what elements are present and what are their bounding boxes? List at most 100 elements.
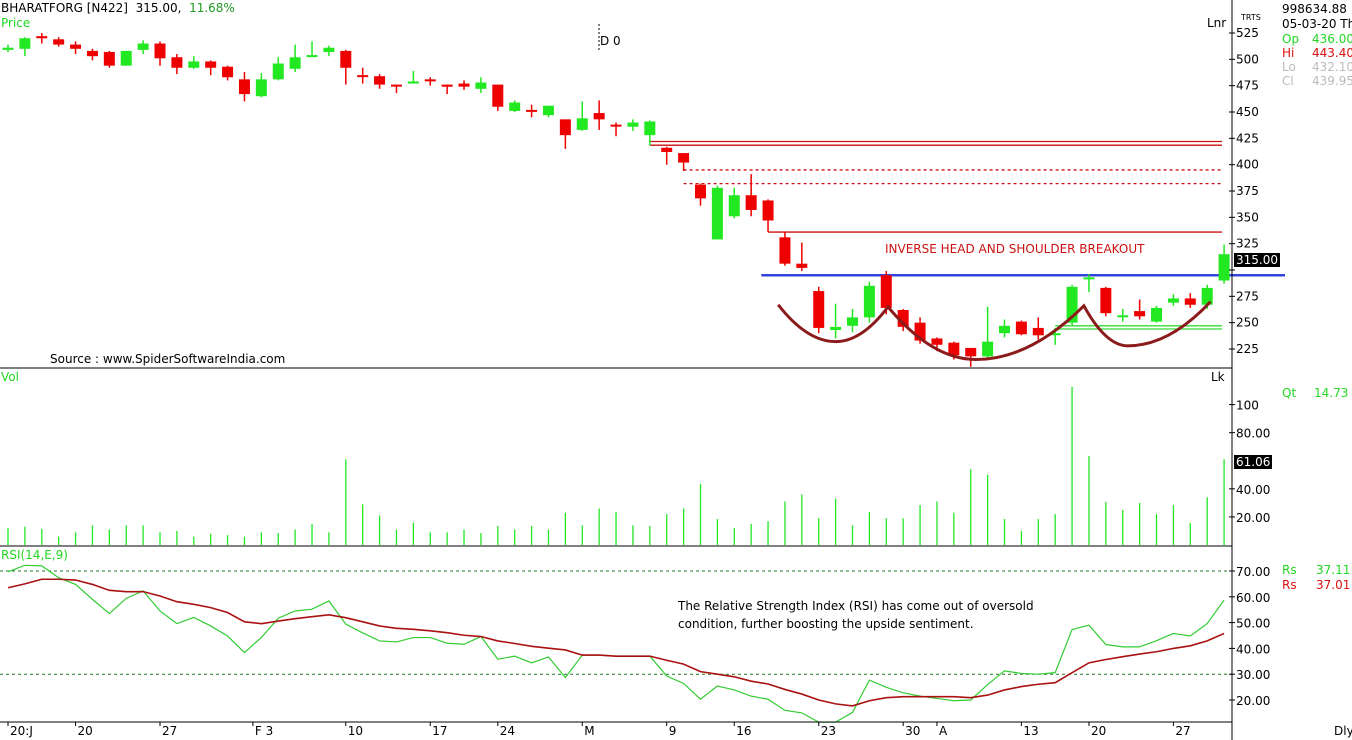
price-tick-label: 425 (1236, 131, 1259, 145)
date-tick-label: 20 (78, 724, 93, 738)
candle-body (120, 50, 132, 66)
last-price: 315.00, (135, 1, 182, 15)
date-tick-label: 27 (1175, 724, 1190, 738)
date-tick-label: 10 (348, 724, 363, 738)
price-tick-label: 225 (1236, 342, 1259, 356)
candle-body (1049, 333, 1061, 336)
candle-body (103, 51, 115, 66)
close-label: Cl (1282, 74, 1294, 88)
candle-body (509, 102, 521, 111)
rsi-pane (0, 564, 1232, 723)
candle-body (1083, 277, 1095, 280)
candle-body (593, 113, 605, 120)
candle-body (36, 36, 48, 39)
scale-mode[interactable]: Lnr (1207, 16, 1227, 30)
candle-body (407, 81, 419, 84)
candle-body (847, 317, 858, 326)
candle-body (441, 84, 453, 87)
candle-body (897, 310, 909, 327)
candle-body (357, 75, 369, 78)
candle-body (678, 153, 690, 163)
candle-body (1015, 321, 1027, 335)
price-tick-label: 325 (1236, 237, 1259, 251)
candle-body (644, 121, 656, 136)
candle-body (880, 275, 892, 308)
candle-body (948, 342, 960, 356)
source-text: Source : www.SpiderSoftwareIndia.com (50, 352, 286, 366)
info-date: 05-03-20 Th (1282, 17, 1352, 31)
candle-body (559, 119, 571, 136)
candle-body (1201, 287, 1213, 305)
volume-pane-label: Vol (1, 370, 19, 384)
date-tick-label: 30 (905, 724, 920, 738)
candle-body (931, 338, 943, 345)
price-tick-label: 475 (1236, 79, 1259, 93)
candle-body (19, 38, 31, 49)
candle-body (171, 57, 183, 68)
candle-body (526, 109, 538, 112)
candle-body (340, 50, 352, 68)
open-label: Op (1282, 32, 1300, 46)
candle-body (745, 195, 757, 210)
rsi-note: The Relative Strength Index (RSI) has co… (678, 599, 1034, 631)
period-label[interactable]: Dly (1334, 724, 1352, 738)
candle-body (306, 55, 318, 58)
high-value: 443.40 (1312, 46, 1352, 60)
candle-body (272, 63, 284, 80)
candle-body (728, 195, 740, 217)
rsi-pane-label: RSI(14,E,9) (1, 548, 68, 562)
date-tick-label: 20:J (10, 724, 33, 738)
low-label: Lo (1282, 60, 1296, 74)
candle-body (475, 82, 487, 89)
qt-label: Qt (1282, 386, 1297, 400)
price-tick-label: 400 (1236, 158, 1259, 172)
rsi-tick-label: 60.00 (1236, 591, 1270, 605)
candle-body (830, 326, 842, 331)
candle-body (205, 61, 217, 68)
rsi-value: 37.11 (1316, 563, 1351, 577)
volume-unit: Lk (1211, 370, 1225, 384)
candle-body (492, 84, 504, 107)
candle-body (779, 237, 791, 264)
axes: 525 500 475 450 425 400 375 350 325 275 250 225 100 8… (0, 0, 1270, 740)
rsi-signal-line (7, 578, 1225, 707)
rsi-tick-label: 50.00 (1236, 617, 1270, 631)
candle-body (627, 122, 639, 127)
candle-body (2, 47, 14, 50)
candle-body (796, 263, 808, 268)
candle-body (661, 147, 673, 153)
candle-body (424, 79, 436, 82)
candle-body (1134, 311, 1146, 317)
signal-value: 37.01 (1316, 578, 1351, 592)
rsi-tick-label: 70.00 (1236, 565, 1270, 579)
price-tick-label: 250 (1236, 316, 1259, 330)
candle-body (1218, 254, 1230, 281)
volume-pane (7, 386, 1225, 545)
candle-body (694, 184, 706, 199)
candle-body (1032, 327, 1044, 336)
candle-body (1100, 287, 1112, 314)
candle-body (762, 200, 774, 221)
date-tick-label: 9 (669, 724, 677, 738)
qt-value: 14.73 (1314, 386, 1349, 400)
volume-last-tag: 61.06 (1234, 455, 1273, 469)
candle-body (711, 187, 723, 240)
price-tick-label: 375 (1236, 184, 1259, 198)
price-pane (2, 33, 1285, 367)
trts-label: TRTS (1241, 13, 1261, 22)
date-tick-label: 20 (1091, 724, 1106, 738)
open-value: 436.00 (1312, 32, 1352, 46)
candle-body (154, 43, 166, 59)
price-tick-label: 450 (1236, 105, 1259, 119)
candle-body (982, 341, 994, 357)
candle-body (914, 322, 926, 341)
symbol: BHARATFORG [N422] (1, 1, 128, 15)
candle-body (965, 347, 977, 357)
candle-body (255, 79, 267, 97)
pattern-annotation: INVERSE HEAD AND SHOULDER BREAKOUT (885, 242, 1145, 256)
candle-body (238, 79, 250, 95)
candle-body (222, 66, 234, 78)
rsi-tick-label: 40.00 (1236, 642, 1270, 656)
candle-body (86, 50, 98, 57)
date-tick-label: 23 (821, 724, 836, 738)
